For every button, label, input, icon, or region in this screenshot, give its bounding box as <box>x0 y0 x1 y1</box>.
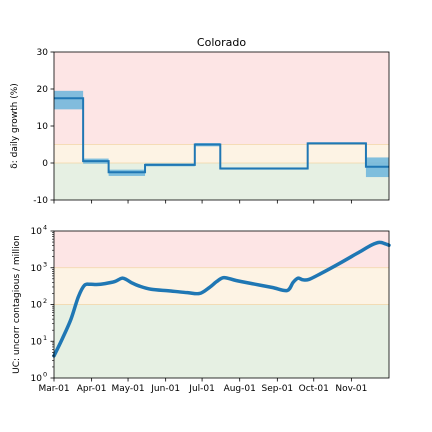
background-band <box>54 304 389 378</box>
y-tick-label: 10 <box>31 264 43 274</box>
x-tick-label: Jun-01 <box>150 384 180 394</box>
x-tick-label: Apr-01 <box>77 384 107 394</box>
y-tick-label: -10 <box>33 196 48 206</box>
contagious-curve <box>52 240 391 358</box>
chart-title: Colorado <box>197 36 246 49</box>
growth-rate-panel: -10 0 10 20 30 Colorado δ: daily growth (%) <box>10 36 390 206</box>
y-tick-exponent: 4 <box>43 224 47 232</box>
y-tick-label: 10 <box>31 301 43 311</box>
y-tick-exponent: 1 <box>43 334 47 342</box>
y-tick-exponent: 3 <box>43 260 47 268</box>
x-tick-label: Aug-01 <box>224 384 256 394</box>
y-tick-label: 30 <box>37 48 49 58</box>
background-band <box>54 52 389 145</box>
x-tick-label: Jul-01 <box>188 384 215 394</box>
y-tick-label: 10 <box>31 337 43 347</box>
background-band <box>54 144 389 163</box>
y-tick-label: 20 <box>37 85 49 95</box>
x-tick-label: Nov-01 <box>335 384 367 394</box>
growth-uncertainty-band <box>54 90 84 110</box>
x-tick-label: Mar-01 <box>38 384 69 394</box>
background-band <box>54 267 389 305</box>
y-tick-label: 10 <box>31 374 43 384</box>
y-axis-label-growth: δ: daily growth (%) <box>10 83 20 169</box>
y-axis-label-contagious: UC: uncorr contagious / million <box>12 235 22 374</box>
x-tick-label: May-01 <box>111 384 144 394</box>
x-tick-label: Sep-01 <box>261 384 293 394</box>
y-tick-exponent: 0 <box>43 371 47 379</box>
y-tick-label: 10 <box>31 227 43 237</box>
x-tick-label: Oct-01 <box>299 384 329 394</box>
growth-rate-line <box>54 97 389 174</box>
y-tick-label: 0 <box>42 159 48 169</box>
background-band <box>54 231 389 268</box>
y-tick-label: 10 <box>37 122 49 132</box>
y-tick-exponent: 2 <box>43 297 47 305</box>
